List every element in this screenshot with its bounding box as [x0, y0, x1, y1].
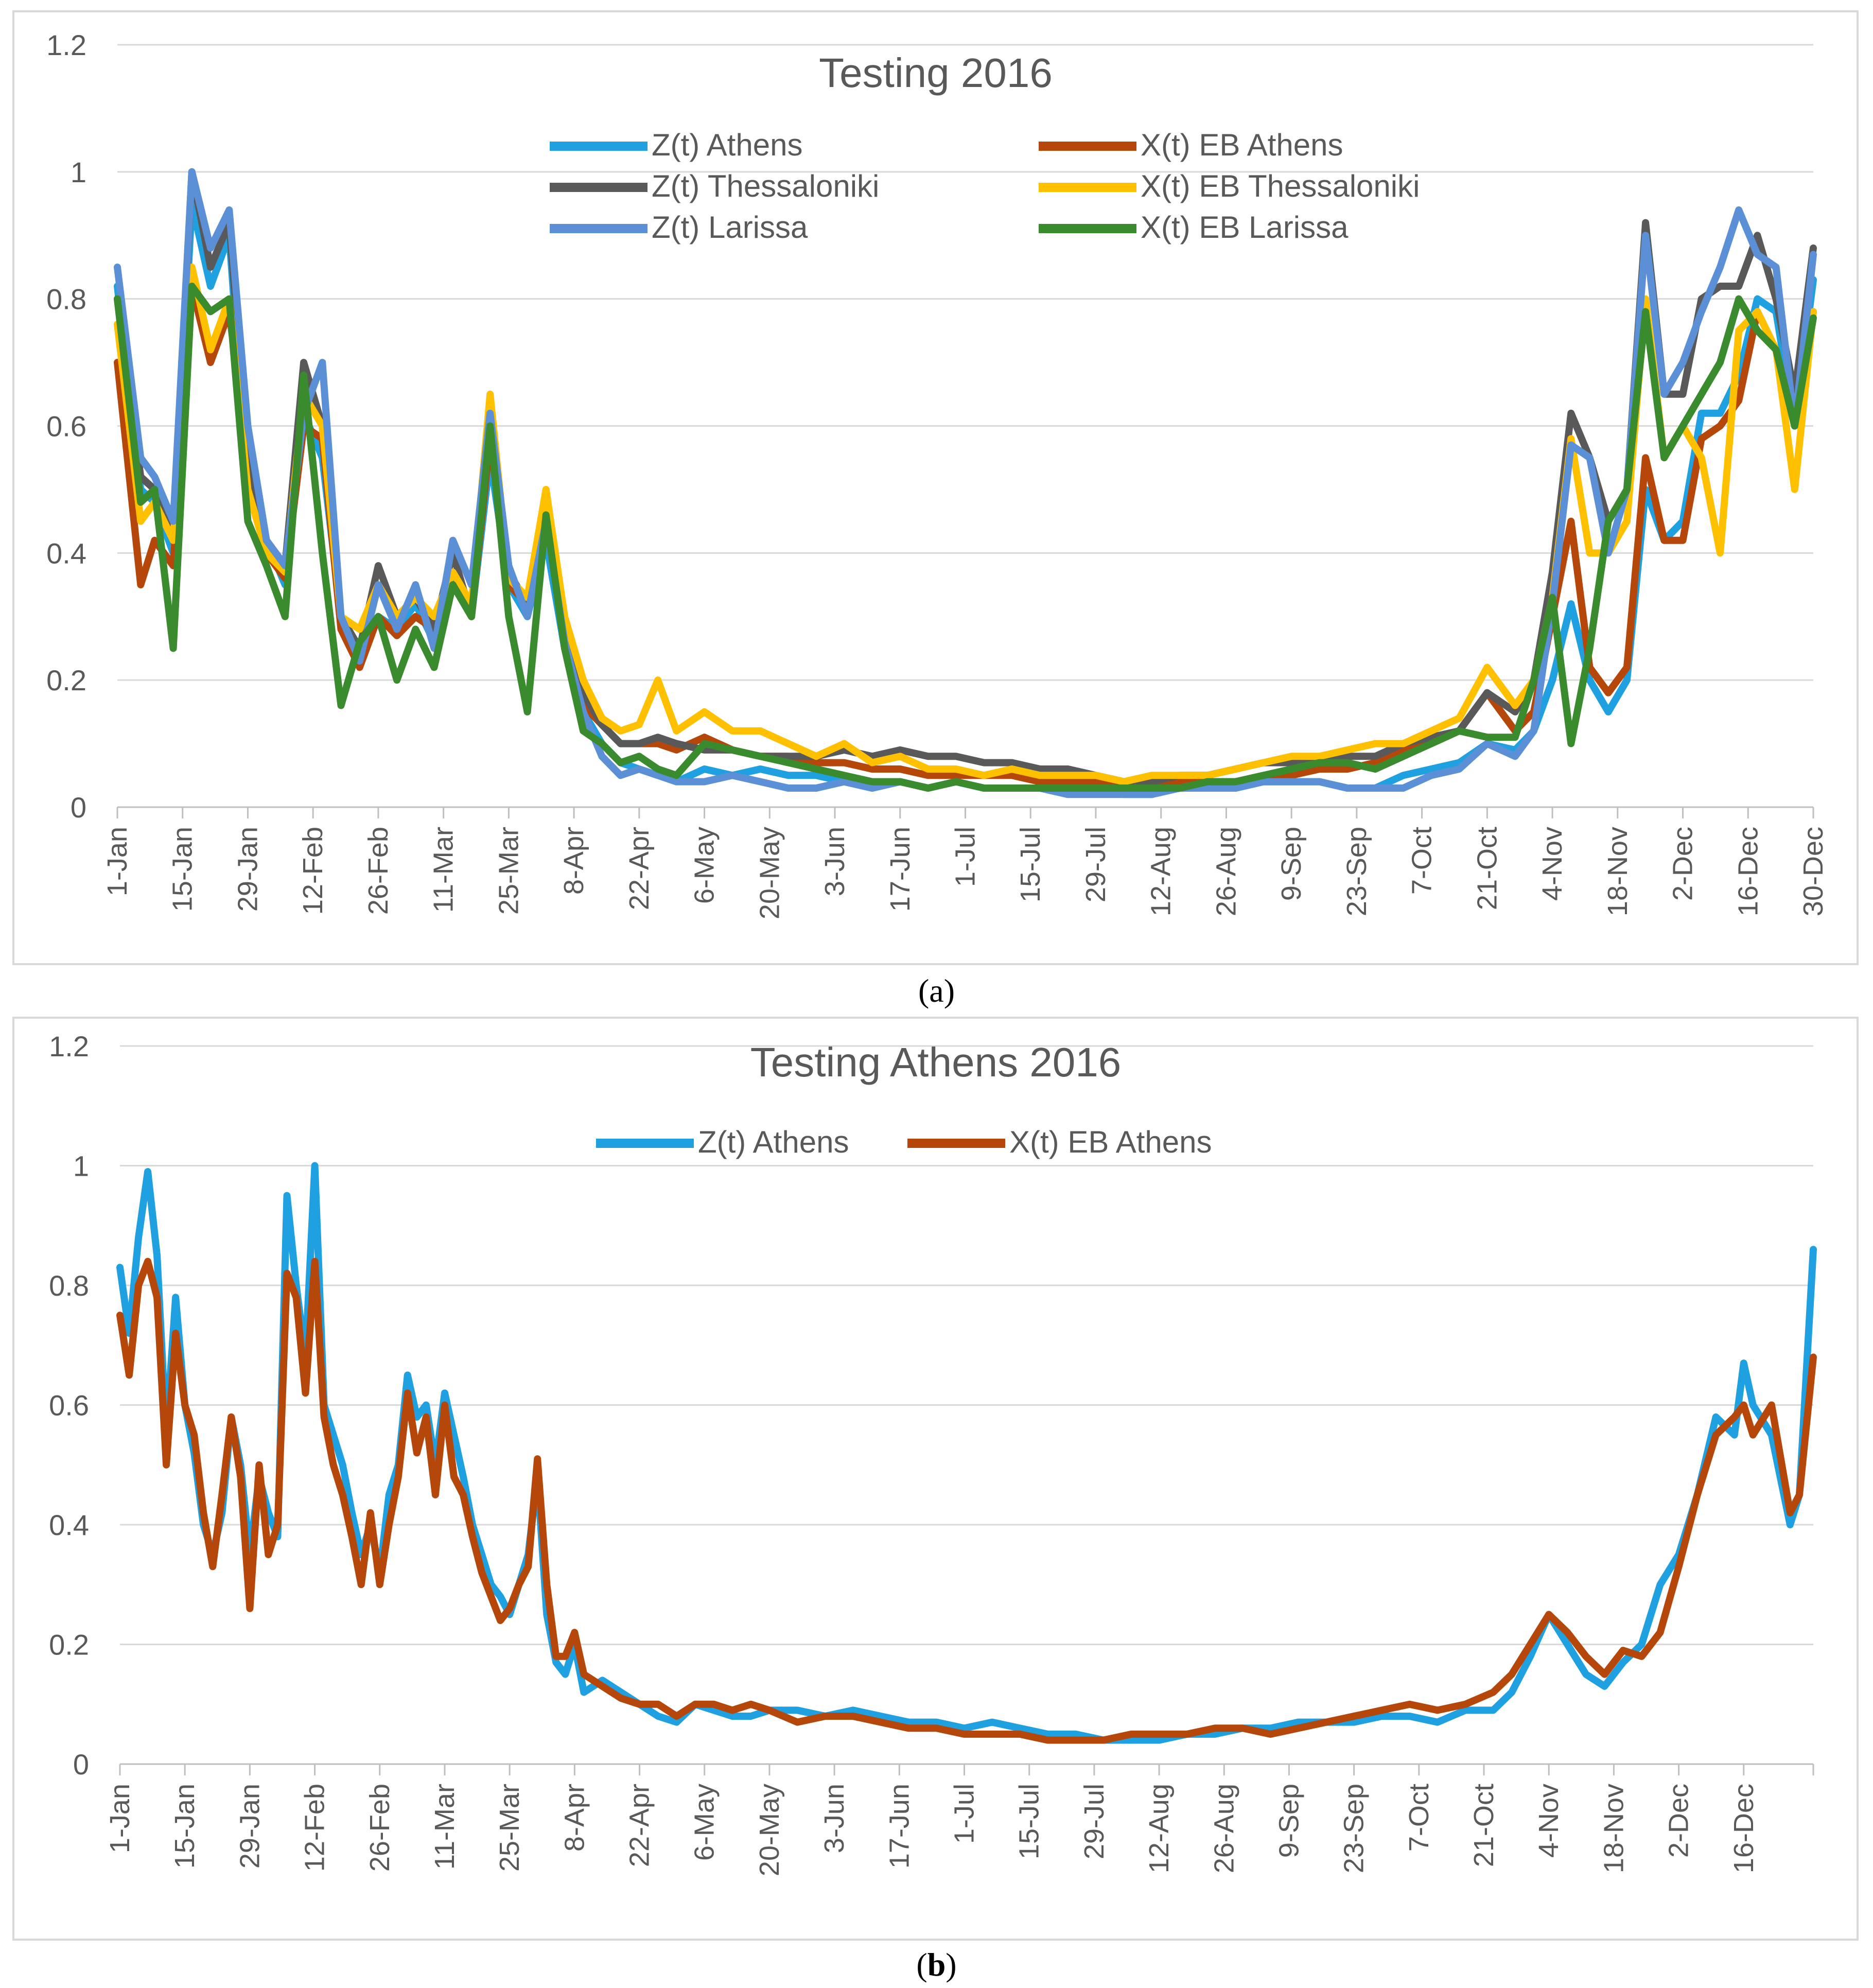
x-tick-label: 6-May [689, 1784, 720, 1861]
y-tick-label: 1 [73, 1150, 89, 1182]
x-tick-label: 17-Jun [885, 827, 916, 912]
y-tick-label: 0.2 [49, 1629, 89, 1661]
x-tick-label: 12-Aug [1144, 1784, 1175, 1873]
y-tick-label: 0.6 [46, 410, 86, 443]
legend-label: X(t) EB Larissa [1141, 210, 1349, 245]
x-tick-label: 17-Jun [884, 1784, 915, 1869]
series-line-2 [114, 168, 1817, 786]
legend-label: Z(t) Athens [652, 128, 802, 162]
x-tick-label: 25-Mar [493, 827, 524, 915]
x-tick-label: 12-Aug [1146, 827, 1177, 916]
chart-panel-a: 0 0.2 0.4 0.6 0.8 1 1.2 1-Jan 15-Jan 29-Jan 12-Feb… [12, 10, 1859, 965]
y-tick-label: 0.2 [46, 664, 86, 696]
series-line-3 [114, 264, 1817, 786]
x-tick-label: 2-Dec [1664, 1784, 1694, 1858]
figure-caption-a: (a) [918, 972, 955, 1009]
x-tick-label: 7-Oct [1407, 827, 1438, 895]
x-tick-label: 1-Jan [104, 1784, 135, 1853]
figure-caption-b: (b) [916, 1946, 957, 1983]
y-tick-label: 0.6 [49, 1389, 89, 1422]
legend-label: Z(t) Larissa [652, 210, 808, 245]
x-tick-label: 3-Jun [819, 827, 850, 896]
y-tick-label: 0.8 [49, 1269, 89, 1302]
x-tick-label: 9-Sep [1276, 827, 1307, 901]
x-tick-label: 29-Jan [232, 827, 263, 912]
y-tick-label: 1.2 [46, 29, 86, 61]
x-tick-label: 29-Jul [1080, 827, 1111, 902]
x-tick-label: 15-Jan [169, 1784, 200, 1869]
x-tick-label: 26-Aug [1209, 1784, 1239, 1873]
x-tick-label: 15-Jan [167, 827, 198, 912]
legend-label: X(t) EB Thessaloniki [1141, 169, 1420, 203]
x-tick-label: 6-May [689, 827, 720, 904]
x-tick-label: 26-Feb [364, 1784, 395, 1872]
y-tick-label: 0 [73, 1748, 89, 1781]
x-tick-label: 15-Jul [1015, 827, 1046, 902]
x-tick-label: 12-Feb [297, 827, 328, 915]
chart-a-svg: 0 0.2 0.4 0.6 0.8 1 1.2 1-Jan 15-Jan 29-Jan 12-Feb… [46, 29, 1829, 919]
x-tick-label: 12-Feb [300, 1784, 330, 1872]
series-line-0 [116, 1162, 1817, 1744]
x-tick-label: 7-Oct [1404, 1784, 1434, 1852]
chart-title: Testing 2016 [819, 50, 1053, 96]
y-tick-label: 0.4 [49, 1509, 89, 1541]
series-line-5 [114, 283, 1817, 792]
x-tick-label: 22-Apr [624, 827, 655, 910]
x-tick-label: 16-Dec [1728, 1784, 1759, 1873]
x-tick-label: 2-Dec [1668, 827, 1699, 901]
x-tick-label: 8-Apr [558, 827, 589, 895]
x-tick-label: 20-May [754, 1784, 785, 1876]
y-tick-label: 1 [71, 156, 86, 188]
legend-label: Z(t) Athens [698, 1125, 849, 1159]
x-tick-label: 9-Sep [1273, 1784, 1304, 1858]
series-line-1 [116, 1258, 1817, 1744]
x-tick-label: 25-Mar [494, 1784, 525, 1872]
x-tick-label: 16-Dec [1732, 827, 1763, 916]
x-tick-label: 4-Nov [1533, 1784, 1564, 1858]
x-tick-label: 4-Nov [1537, 827, 1568, 901]
legend-label: X(t) EB Athens [1141, 128, 1343, 162]
x-tick-label: 8-Apr [559, 1784, 590, 1852]
x-tick-label: 15-Jul [1014, 1784, 1045, 1859]
chart-b-svg: 0 0.2 0.4 0.6 0.8 1 1.2 1-Jan 15-Jan 29-Jan 12-Feb… [49, 1030, 1817, 1876]
y-tick-label: 0.4 [46, 537, 86, 569]
x-tick-label: 23-Sep [1341, 827, 1372, 916]
x-tick-label: 3-Jun [819, 1784, 850, 1853]
x-tick-label: 18-Nov [1598, 1784, 1629, 1873]
y-tick-label: 0.8 [46, 283, 86, 316]
x-tick-label: 29-Jan [234, 1784, 265, 1869]
x-tick-label: 23-Sep [1339, 1784, 1370, 1873]
figure-caption-b-letter: b [927, 1946, 946, 1983]
x-tick-label: 29-Jul [1079, 1784, 1110, 1859]
x-tick-label: 11-Mar [428, 827, 459, 913]
x-tick-label: 11-Mar [429, 1784, 460, 1870]
legend-label: X(t) EB Athens [1009, 1125, 1212, 1159]
y-tick-label: 1.2 [49, 1030, 89, 1062]
x-tick-label: 22-Apr [624, 1784, 655, 1867]
series-line-4 [114, 168, 1817, 798]
x-tick-label: 30-Dec [1798, 827, 1829, 916]
x-tick-label: 1-Jan [102, 827, 133, 896]
x-tick-label: 21-Oct [1468, 1784, 1499, 1867]
chart-panel-b: 0 0.2 0.4 0.6 0.8 1 1.2 1-Jan 15-Jan 29-Jan 12-Feb… [12, 1017, 1859, 1941]
x-tick-label: 1-Jul [949, 1784, 979, 1844]
x-tick-label: 21-Oct [1472, 827, 1502, 910]
legend-label: Z(t) Thessaloniki [652, 169, 879, 203]
x-tick-label: 18-Nov [1602, 827, 1633, 916]
y-tick-label: 0 [71, 791, 86, 824]
x-tick-label: 26-Aug [1211, 827, 1241, 916]
x-tick-label: 20-May [754, 827, 785, 919]
chart-title: Testing Athens 2016 [750, 1039, 1122, 1085]
x-tick-label: 26-Feb [363, 827, 394, 915]
x-tick-label: 1-Jul [950, 827, 981, 887]
